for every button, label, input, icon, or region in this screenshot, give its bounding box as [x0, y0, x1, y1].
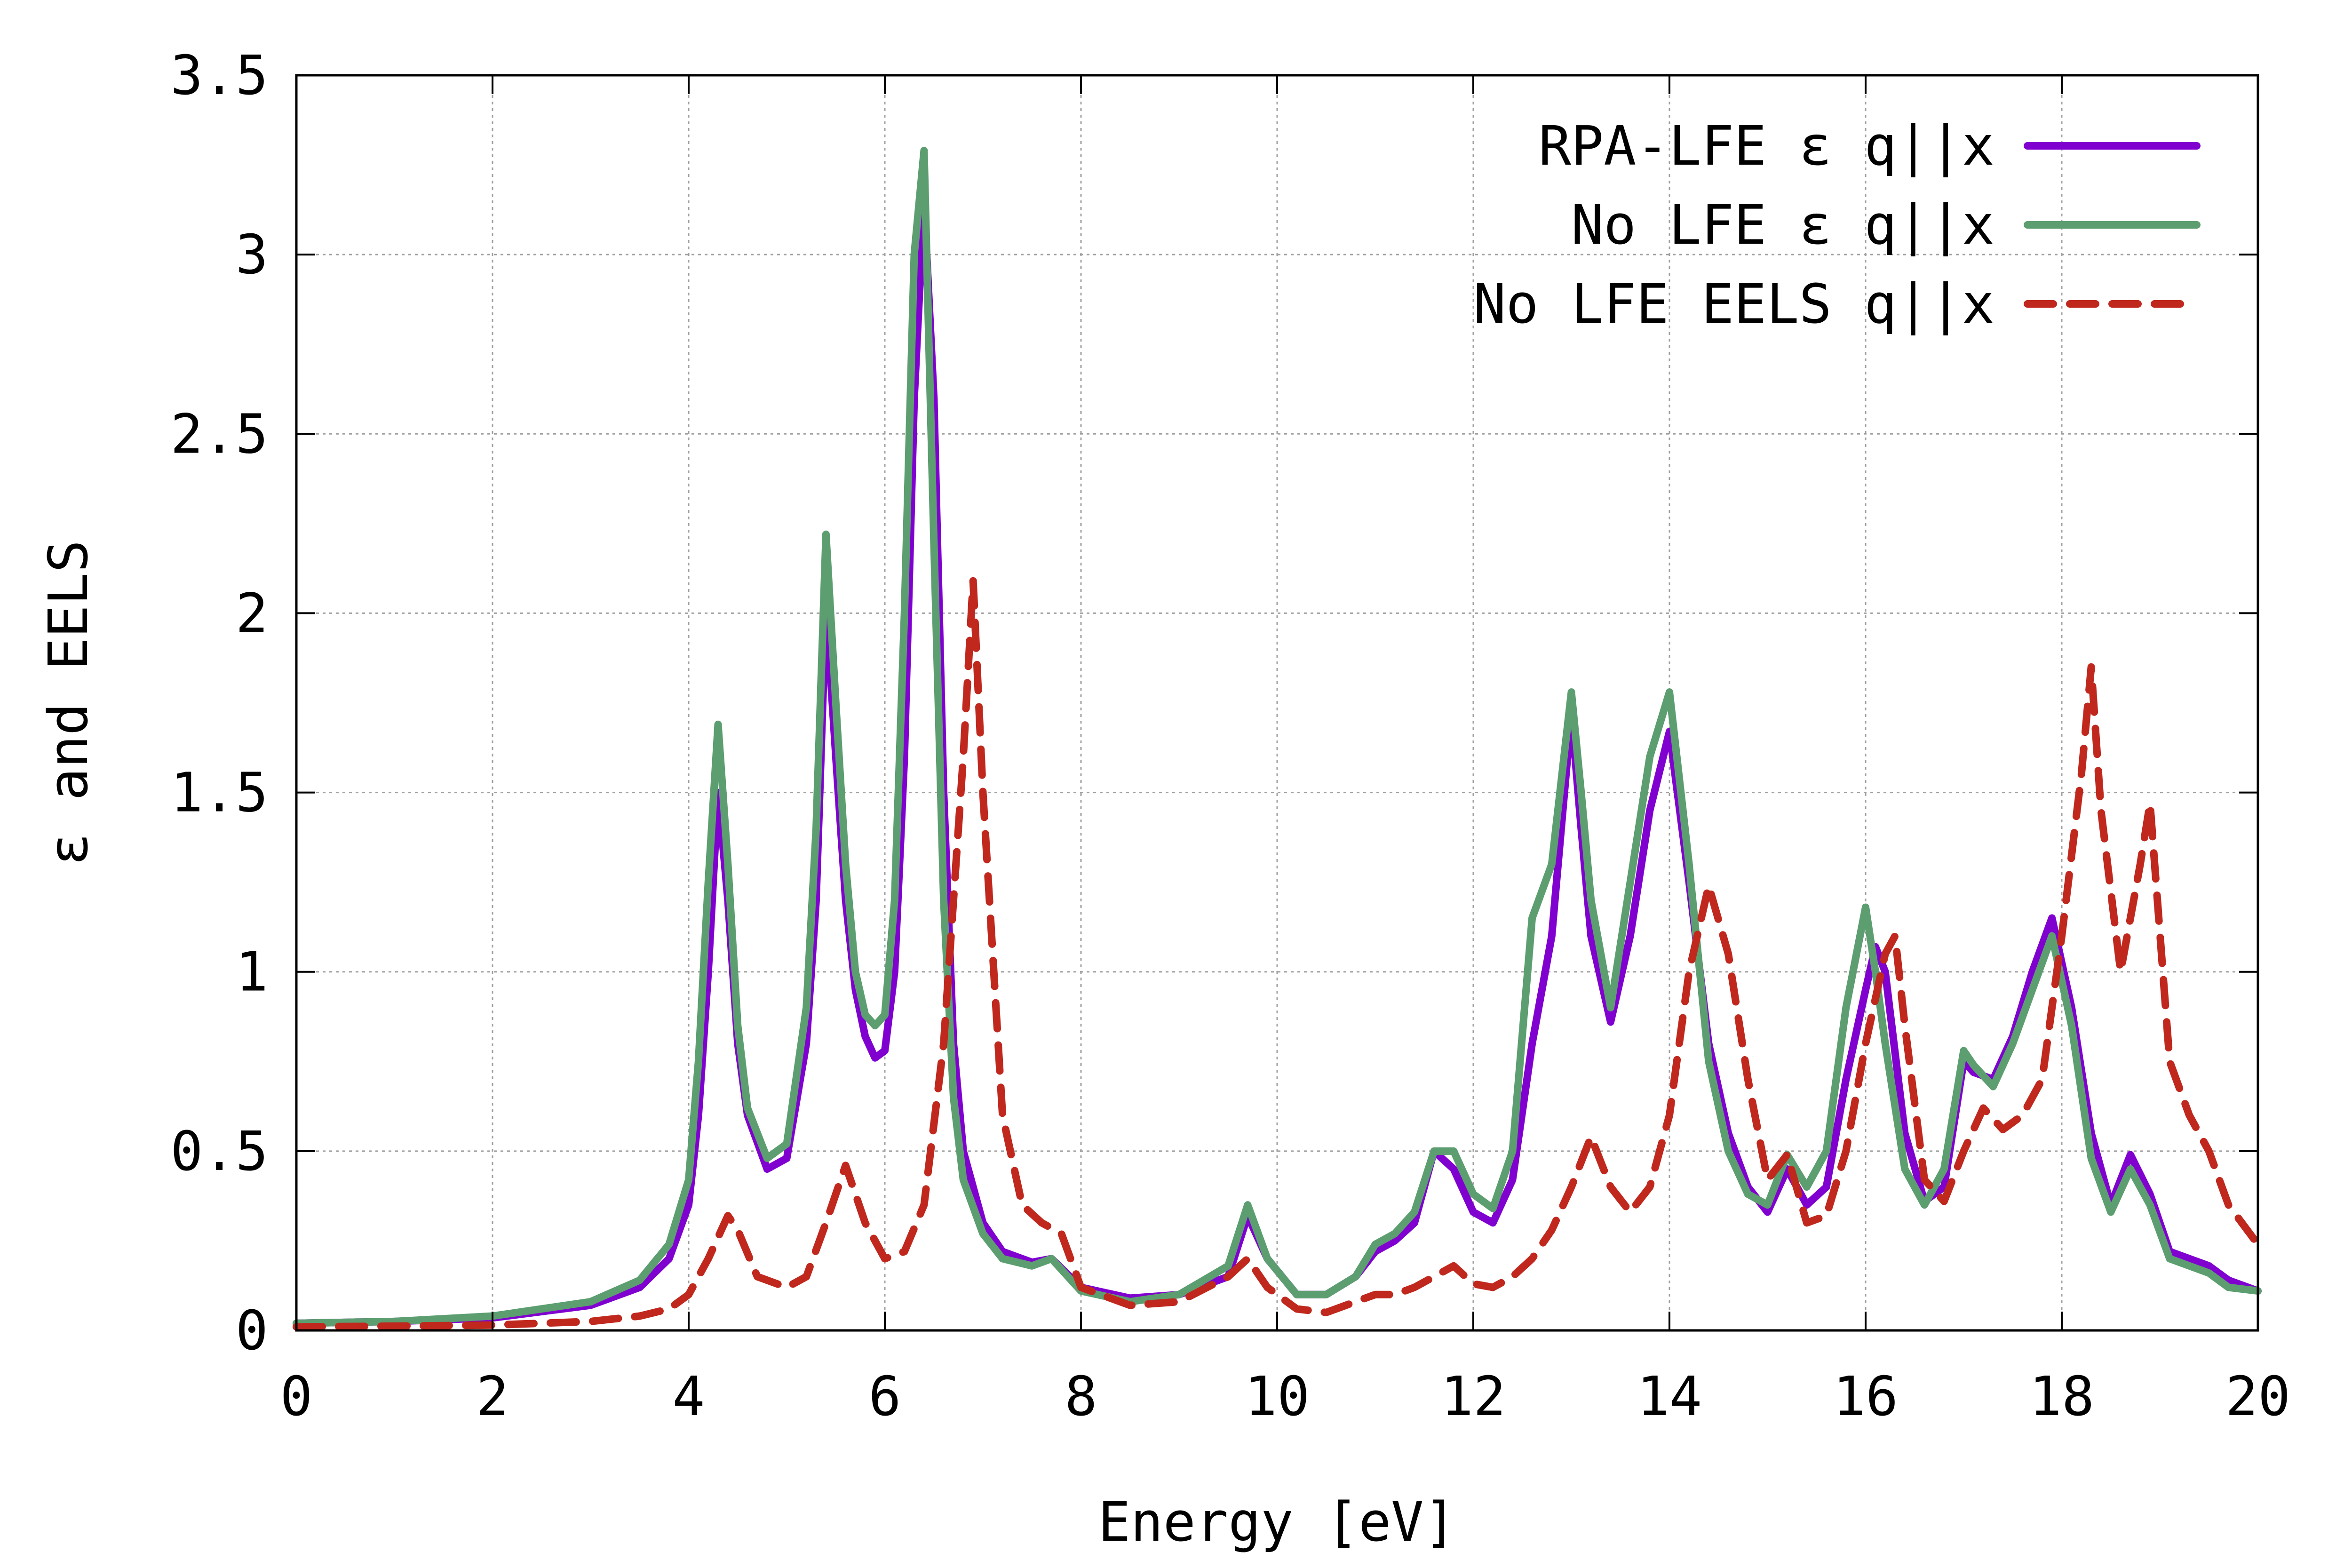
x-tick-label: 14	[1637, 1365, 1702, 1428]
y-tick-label: 2	[236, 582, 268, 645]
x-tick-label: 10	[1245, 1365, 1310, 1428]
x-axis-title: Energy [eV]	[1098, 1491, 1456, 1554]
y-tick-label: 1	[236, 941, 268, 1004]
x-tick-label: 18	[2029, 1365, 2094, 1428]
legend-label: No LFE ε q||x	[1571, 194, 1994, 257]
x-tick-label: 20	[2225, 1365, 2290, 1428]
x-tick-label: 2	[476, 1365, 509, 1428]
y-axis-title: ε and EELS	[37, 540, 100, 866]
y-tick-label: 0.5	[170, 1120, 268, 1183]
x-tick-label: 12	[1441, 1365, 1506, 1428]
x-tick-label: 0	[280, 1365, 312, 1428]
legend-label: No LFE EELS q||x	[1473, 273, 1994, 336]
axis-ticks	[295, 74, 2259, 1331]
legend: RPA-LFE ε q||x No LFE ε q||x No LFE EELS q…	[1473, 115, 2201, 336]
y-tick-label: 2.5	[170, 403, 268, 466]
legend-label: RPA-LFE ε q||x	[1539, 115, 1994, 178]
x-tick-label: 4	[672, 1365, 705, 1428]
y-axis-tick-labels: 0 0.5 1 1.5 2 2.5 3 3.5	[170, 44, 268, 1362]
x-tick-label: 8	[1065, 1365, 1097, 1428]
series-layer	[293, 147, 2262, 1331]
y-tick-label: 3	[236, 223, 268, 287]
series-line-no-lfe-eps	[293, 147, 2262, 1327]
y-tick-label: 0	[236, 1299, 268, 1362]
x-tick-label: 6	[868, 1365, 901, 1428]
series-line-no-lfe-eels	[293, 577, 2262, 1331]
y-tick-label: 1.5	[170, 762, 268, 825]
x-axis-tick-labels: 0 2 4 6 8 10 12 14 16 18 20	[280, 1365, 2290, 1428]
y-tick-label: 3.5	[170, 44, 268, 107]
x-tick-label: 16	[1833, 1365, 1898, 1428]
